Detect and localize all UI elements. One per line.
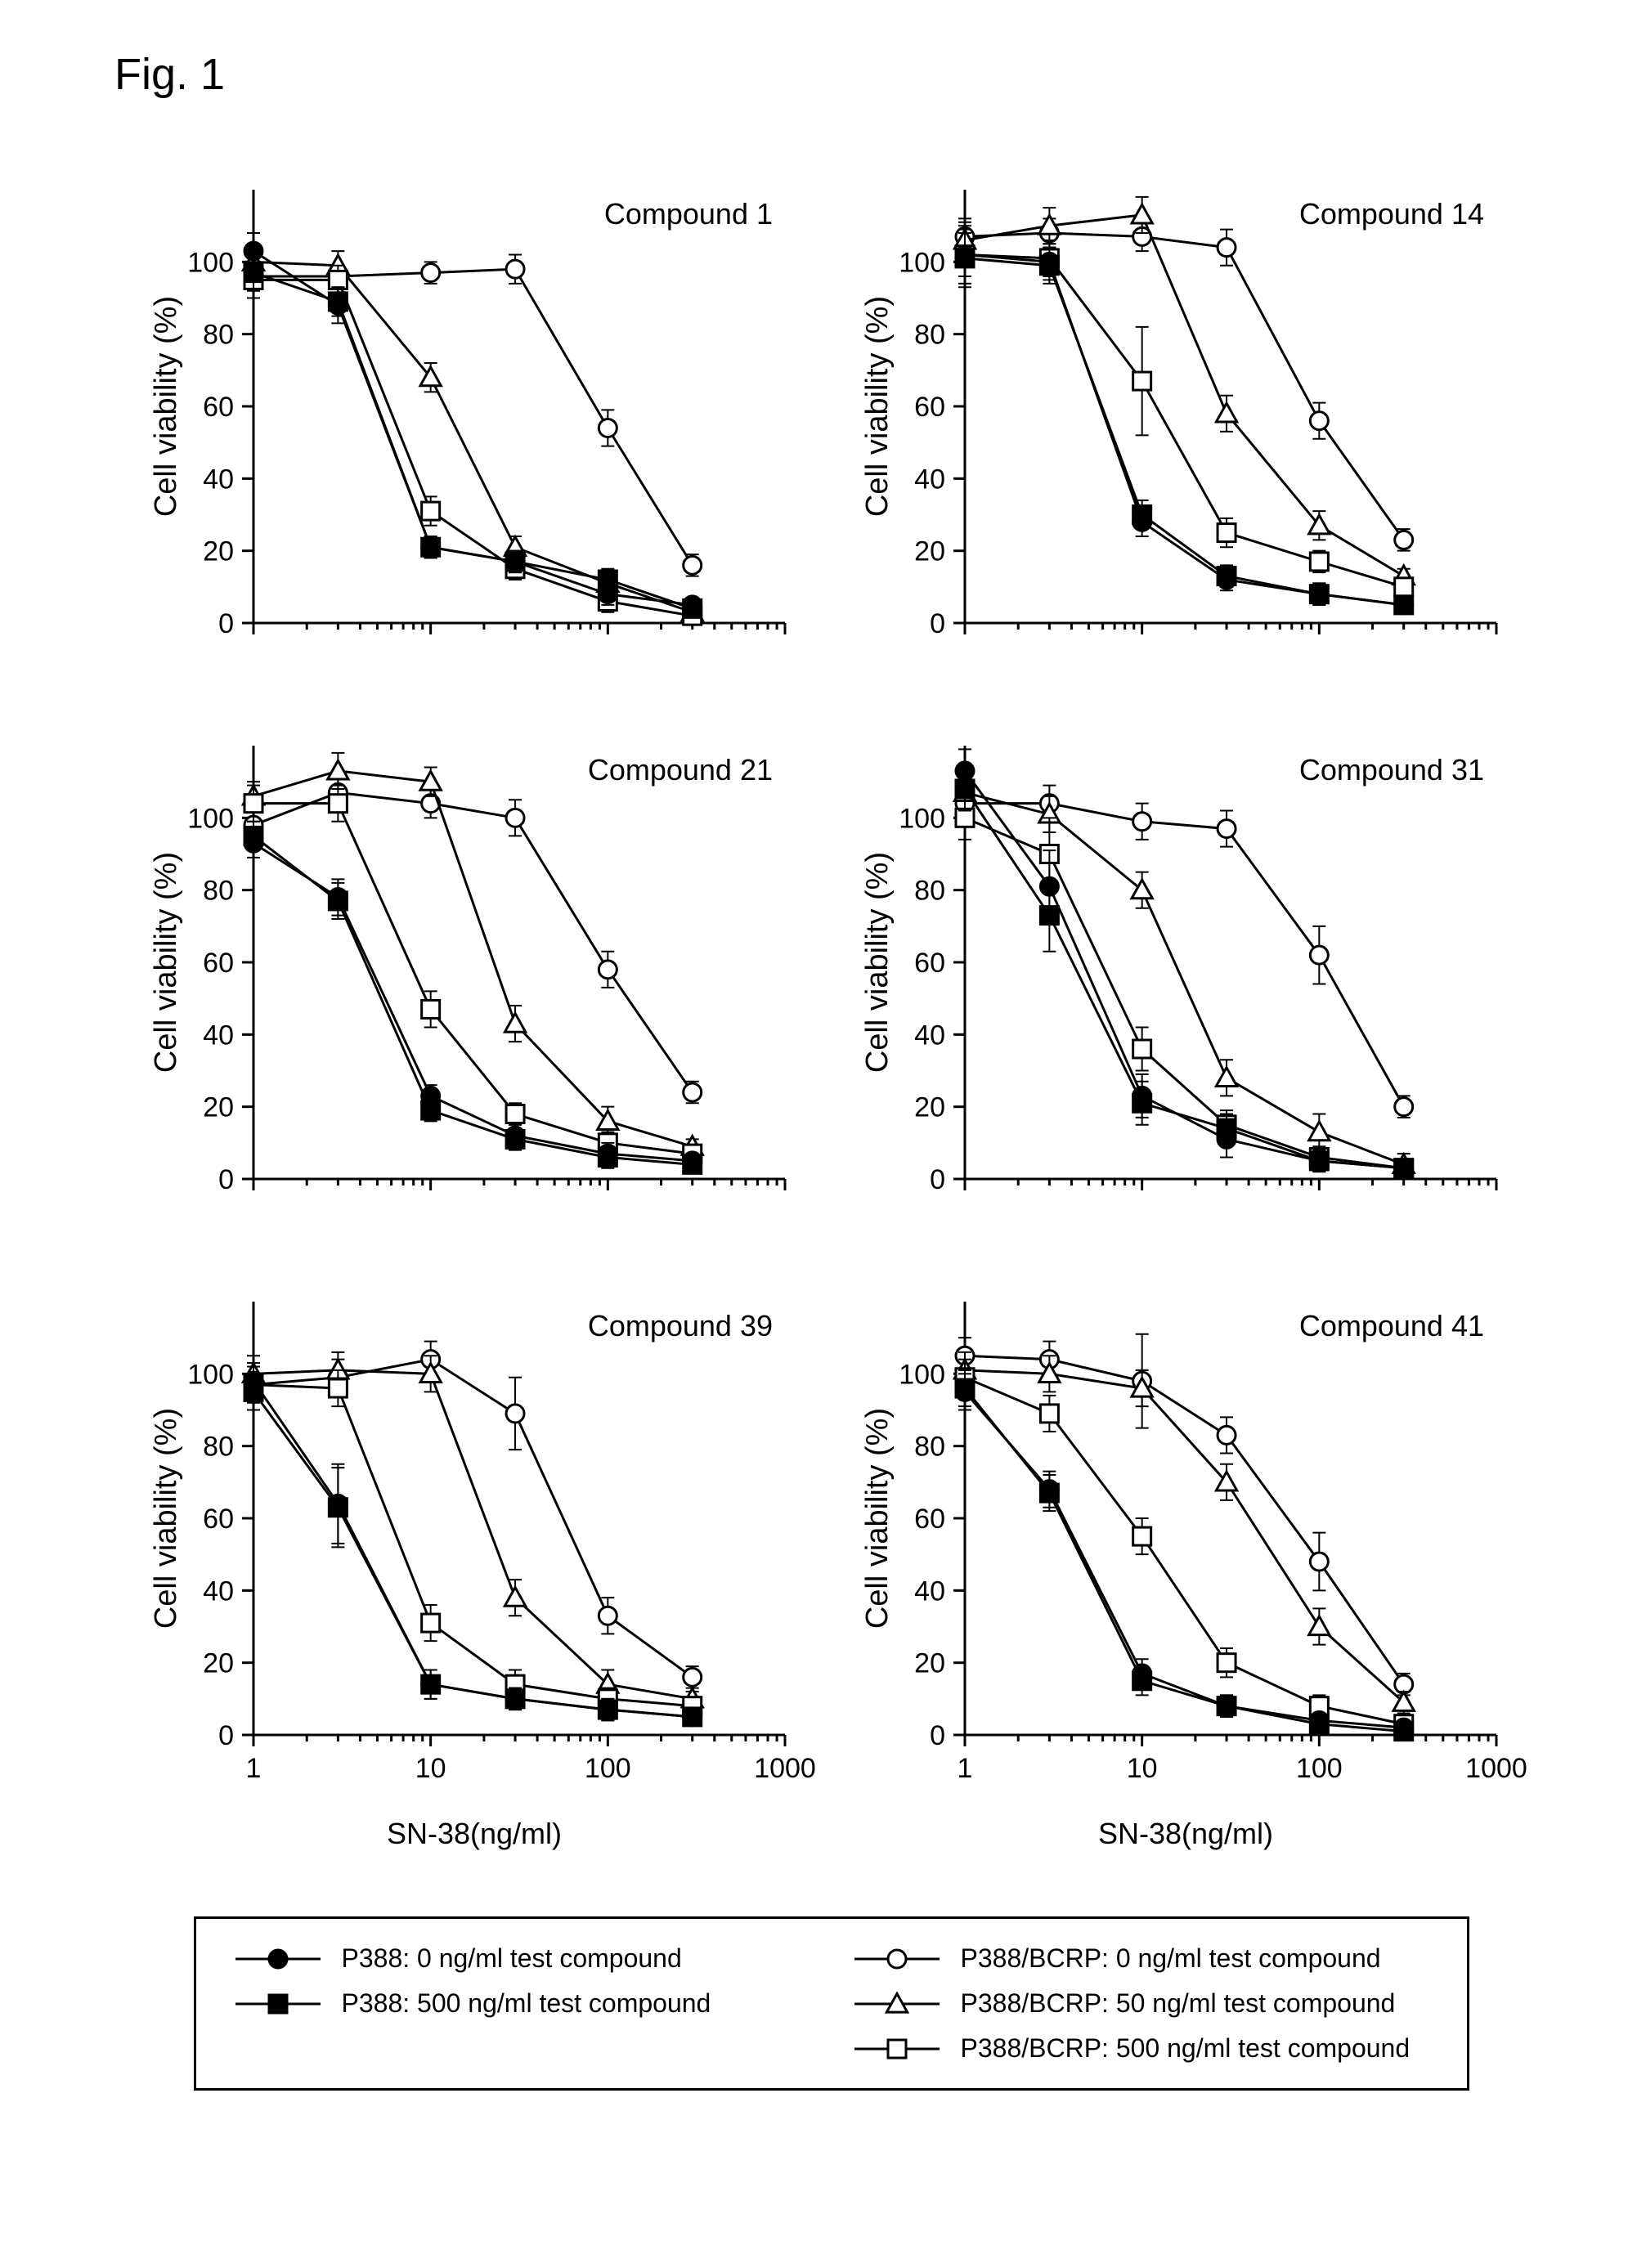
legend-label: P388/BCRP: 0 ng/ml test compound [961, 1943, 1381, 1974]
chart-panel-wrapper: 0 20 40 60 80 100Cell viability (%) Compound 1… [859, 165, 1513, 697]
legend-label: P388: 500 ng/ml test compound [342, 1988, 711, 2019]
legend-item: P388/BCRP: 0 ng/ml test compound [848, 1943, 1434, 1974]
y-tick-label: 0 [218, 1720, 234, 1751]
chart-panel: 0 20 40 60 80 100Cell viability (%) Compound 2… [147, 721, 801, 1253]
panel-title: Compound 31 [1299, 753, 1484, 787]
y-tick-label: 100 [187, 247, 234, 278]
panel-title: Compound 39 [588, 1309, 773, 1342]
y-tick-label: 80 [914, 1432, 945, 1463]
y-tick-label: 60 [203, 1504, 234, 1535]
x-tick-label: 1 [246, 1753, 262, 1784]
y-axis-label: Cell viability (%) [149, 852, 183, 1073]
y-tick-label: 40 [203, 1575, 234, 1607]
y-tick-label: 60 [914, 948, 945, 979]
legend-swatch [229, 1947, 327, 1971]
y-tick-label: 60 [203, 948, 234, 979]
y-tick-label: 40 [914, 464, 945, 495]
y-tick-label: 40 [203, 464, 234, 495]
y-axis-label: Cell viability (%) [149, 296, 183, 517]
legend-swatch [848, 1992, 946, 2016]
x-axis-label-right: SN-38(ng/ml) [859, 1817, 1513, 1851]
y-tick-label: 0 [930, 1720, 945, 1751]
x-tick-label: 10 [415, 1753, 446, 1784]
legend-item: P388: 500 ng/ml test compound [229, 1988, 815, 2019]
x-tick-label: 100 [1296, 1753, 1343, 1784]
chart-panel: 0 20 40 60 80 100Cell viability (%) Compound 3… [859, 721, 1513, 1253]
y-tick-label: 80 [914, 876, 945, 907]
panel-title: Compound 21 [588, 753, 773, 787]
legend-item: P388: 0 ng/ml test compound [229, 1943, 815, 1974]
y-tick-label: 0 [218, 1164, 234, 1195]
y-axis-label: Cell viability (%) [860, 296, 895, 517]
y-tick-label: 20 [914, 1092, 945, 1123]
legend-item: P388/BCRP: 50 ng/ml test compound [848, 1988, 1434, 2019]
chart-panel-wrapper: 0204060801001101001000Cell viability (%)… [859, 1277, 1513, 1809]
y-tick-label: 40 [914, 1020, 945, 1051]
figure-label: Fig. 1 [114, 49, 1548, 100]
y-tick-label: 100 [899, 1359, 945, 1390]
y-tick-label: 100 [899, 247, 945, 278]
legend-label: P388/BCRP: 50 ng/ml test compound [961, 1988, 1396, 2019]
legend-swatch [848, 2037, 946, 2061]
y-tick-label: 20 [203, 536, 234, 567]
panel-title: Compound 1 [604, 197, 773, 231]
y-tick-label: 20 [203, 1648, 234, 1679]
legend-swatch [229, 1992, 327, 2016]
legend-label: P388/BCRP: 500 ng/ml test compound [961, 2033, 1411, 2064]
y-tick-label: 20 [914, 1648, 945, 1679]
x-tick-label: 10 [1127, 1753, 1158, 1784]
x-tick-label: 100 [585, 1753, 631, 1784]
x-axis-label-row: SN-38(ng/ml) SN-38(ng/ml) [147, 1817, 1521, 1851]
chart-panel: 0 20 40 60 80 100Cell viability (%) Compound 1… [859, 165, 1513, 697]
y-tick-label: 80 [203, 876, 234, 907]
chart-panel-wrapper: 0 20 40 60 80 100Cell viability (%) Compound 2… [147, 721, 801, 1253]
x-axis-label-left: SN-38(ng/ml) [147, 1817, 801, 1851]
y-tick-label: 80 [914, 320, 945, 351]
x-tick-label: 1000 [754, 1753, 816, 1784]
y-tick-label: 40 [203, 1020, 234, 1051]
y-tick-label: 0 [218, 608, 234, 639]
x-tick-label: 1 [958, 1753, 973, 1784]
legend-label: P388: 0 ng/ml test compound [342, 1943, 682, 1974]
chart-panel: 0 20 40 60 80 100Cell viability (%) Compound 1 [147, 165, 801, 697]
chart-grid: 020406080100Cell viability (%)Compound 1… [147, 165, 1521, 1809]
legend-spacer [229, 2033, 815, 2064]
y-axis-label: Cell viability (%) [149, 1408, 183, 1629]
y-tick-label: 20 [203, 1092, 234, 1123]
figure-page: Fig. 1 020406080100Cell viability (%)Com… [0, 0, 1646, 2268]
chart-panel-wrapper: 0204060801001101001000Cell viability (%)… [147, 1277, 801, 1809]
panel-title: Compound 14 [1299, 197, 1484, 231]
y-tick-label: 60 [914, 392, 945, 423]
y-tick-label: 40 [914, 1575, 945, 1607]
chart-panel: 0204060801001101001000Cell viability (%)… [859, 1277, 1513, 1809]
y-tick-label: 100 [187, 1359, 234, 1390]
legend-box: P388: 0 ng/ml test compound P388/BCRP: 0 … [194, 1916, 1469, 2091]
chart-panel-wrapper: 0 20 40 60 80 100Cell viability (%) Compound 3… [859, 721, 1513, 1253]
y-tick-label: 0 [930, 1164, 945, 1195]
y-tick-label: 80 [203, 320, 234, 351]
chart-panel: 0204060801001101001000Cell viability (%)… [147, 1277, 801, 1809]
y-tick-label: 100 [187, 803, 234, 834]
y-tick-label: 60 [203, 392, 234, 423]
x-tick-label: 1000 [1465, 1753, 1527, 1784]
y-tick-label: 60 [914, 1504, 945, 1535]
legend-item: P388/BCRP: 500 ng/ml test compound [848, 2033, 1434, 2064]
y-tick-label: 100 [899, 803, 945, 834]
y-tick-label: 20 [914, 536, 945, 567]
panel-title: Compound 41 [1299, 1309, 1484, 1342]
y-tick-label: 80 [203, 1432, 234, 1463]
y-tick-label: 0 [930, 608, 945, 639]
legend-swatch [848, 1947, 946, 1971]
y-axis-label: Cell viability (%) [860, 1408, 895, 1629]
y-axis-label: Cell viability (%) [860, 852, 895, 1073]
chart-panel-wrapper: 0 20 40 60 80 100Cell viability (%) Compound 1 [147, 165, 801, 697]
